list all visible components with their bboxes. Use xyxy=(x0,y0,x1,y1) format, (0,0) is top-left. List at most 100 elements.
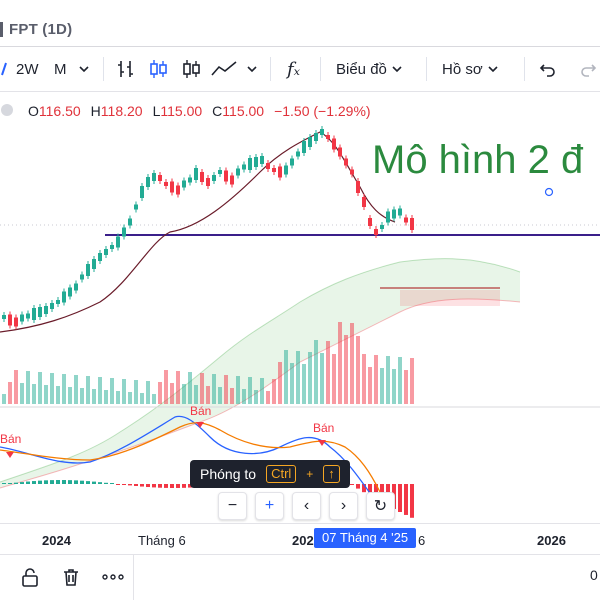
candle xyxy=(14,317,18,327)
chart-menu-button[interactable]: Biểu đồ xyxy=(336,47,405,91)
candle xyxy=(122,227,126,237)
time-label: Tháng 6 xyxy=(138,533,186,548)
sell-label-2: Bán xyxy=(190,404,211,418)
zoom-out-button[interactable]: − xyxy=(218,492,247,520)
macd-bar xyxy=(398,484,402,512)
macd-bar xyxy=(32,481,36,484)
volume-bar xyxy=(38,372,42,404)
indicators-fx-icon[interactable]: fₓ xyxy=(287,58,301,80)
volume-bar xyxy=(98,377,102,404)
reset-chart-button[interactable]: ↻ xyxy=(366,492,395,520)
bottom-separator xyxy=(133,555,134,600)
pattern-annotation[interactable]: Mô hình 2 đ xyxy=(372,138,584,182)
zoom-tooltip: Phóng to Ctrl + ↑ xyxy=(190,460,350,488)
lock-icon[interactable] xyxy=(20,567,40,592)
candle xyxy=(230,175,234,185)
redo-icon[interactable] xyxy=(578,47,598,91)
zoom-in-button[interactable]: + xyxy=(255,492,284,520)
volume-bar xyxy=(278,362,282,404)
macd-bar xyxy=(134,484,138,487)
profile-menu-label: Hồ sơ xyxy=(442,60,483,78)
hollow-candles-icon[interactable] xyxy=(180,47,202,91)
bars-chart-icon[interactable] xyxy=(115,47,137,91)
volume-bar xyxy=(320,353,324,404)
scroll-left-button[interactable]: ‹ xyxy=(292,492,321,520)
candle xyxy=(338,147,342,157)
macd-bar xyxy=(374,484,378,500)
candle xyxy=(188,177,192,183)
undo-icon[interactable] xyxy=(538,47,558,91)
volume-bar xyxy=(206,386,210,404)
macd-bar xyxy=(362,484,366,493)
candle xyxy=(236,168,240,176)
interval-m-button[interactable]: M xyxy=(54,60,67,78)
candles-chart-icon[interactable] xyxy=(147,47,169,91)
volume-bar xyxy=(80,388,84,404)
chart-type-chevron-down-icon[interactable] xyxy=(246,47,258,91)
macd-bar xyxy=(20,482,24,484)
candle xyxy=(374,229,378,235)
volume-bar xyxy=(62,374,66,404)
candle xyxy=(194,168,198,180)
low-value: 115.00 xyxy=(160,103,203,119)
interval-chevron-down-icon[interactable] xyxy=(78,47,90,91)
volume-bar xyxy=(146,381,150,404)
chevron-down-icon xyxy=(488,66,498,73)
volume-bar xyxy=(200,373,204,404)
candle xyxy=(248,158,252,170)
candle xyxy=(254,157,258,167)
candle xyxy=(290,158,294,166)
low-key: L xyxy=(152,103,161,119)
zoom-tooltip-label: Phóng to xyxy=(200,466,257,482)
macd-bar xyxy=(62,480,66,484)
close-value: 115.00 xyxy=(222,103,265,119)
volume-bar xyxy=(380,368,384,404)
chart-nav-buttons: − + ‹ › ↻ xyxy=(218,492,395,520)
toolbar-separator xyxy=(426,57,427,81)
candle xyxy=(38,307,42,317)
toolbar-separator xyxy=(103,57,104,81)
time-label: 2024 xyxy=(42,533,71,548)
macd-bar xyxy=(350,484,354,485)
line-chart-icon[interactable] xyxy=(210,47,238,91)
interval-prev-icon[interactable] xyxy=(0,47,8,91)
volume-bar xyxy=(332,354,336,404)
volume-bar xyxy=(104,390,108,404)
volume-bar xyxy=(254,390,258,404)
volume-bar xyxy=(182,384,186,404)
close-key: C xyxy=(212,103,223,119)
sell-marker xyxy=(196,422,204,428)
volume-bar xyxy=(194,385,198,404)
bottom-right-label: 0 xyxy=(590,567,598,583)
candle xyxy=(218,170,222,174)
candle xyxy=(44,306,48,314)
candle xyxy=(164,182,168,186)
interval-2w-button[interactable]: 2W xyxy=(16,60,39,78)
volume-bar xyxy=(2,394,6,404)
candle xyxy=(302,141,306,153)
scroll-right-button[interactable]: › xyxy=(329,492,358,520)
candle xyxy=(62,291,66,303)
candle xyxy=(158,175,162,181)
time-axis[interactable]: 2024 Tháng 6 202 6 2026 xyxy=(0,523,600,554)
volume-bar xyxy=(68,387,72,404)
candle xyxy=(260,156,264,164)
macd-bar xyxy=(110,483,114,484)
volume-bar xyxy=(230,388,234,404)
window-title: FPT (1D) xyxy=(9,21,73,38)
volume-bar xyxy=(260,378,264,404)
volume-bar xyxy=(176,371,180,404)
volume-bar xyxy=(266,391,270,404)
candle xyxy=(362,197,366,207)
volume-bar xyxy=(152,394,156,404)
macd-bar xyxy=(86,481,90,484)
profile-menu-button[interactable]: Hồ sơ xyxy=(442,47,501,91)
ctrl-key: Ctrl xyxy=(266,465,297,483)
candle xyxy=(134,204,138,210)
candle xyxy=(314,133,318,141)
sell-marker xyxy=(318,440,326,446)
more-options-icon[interactable] xyxy=(101,567,125,592)
trash-icon[interactable] xyxy=(61,567,81,592)
macd-bar xyxy=(182,484,186,488)
macd-bar xyxy=(8,483,12,484)
